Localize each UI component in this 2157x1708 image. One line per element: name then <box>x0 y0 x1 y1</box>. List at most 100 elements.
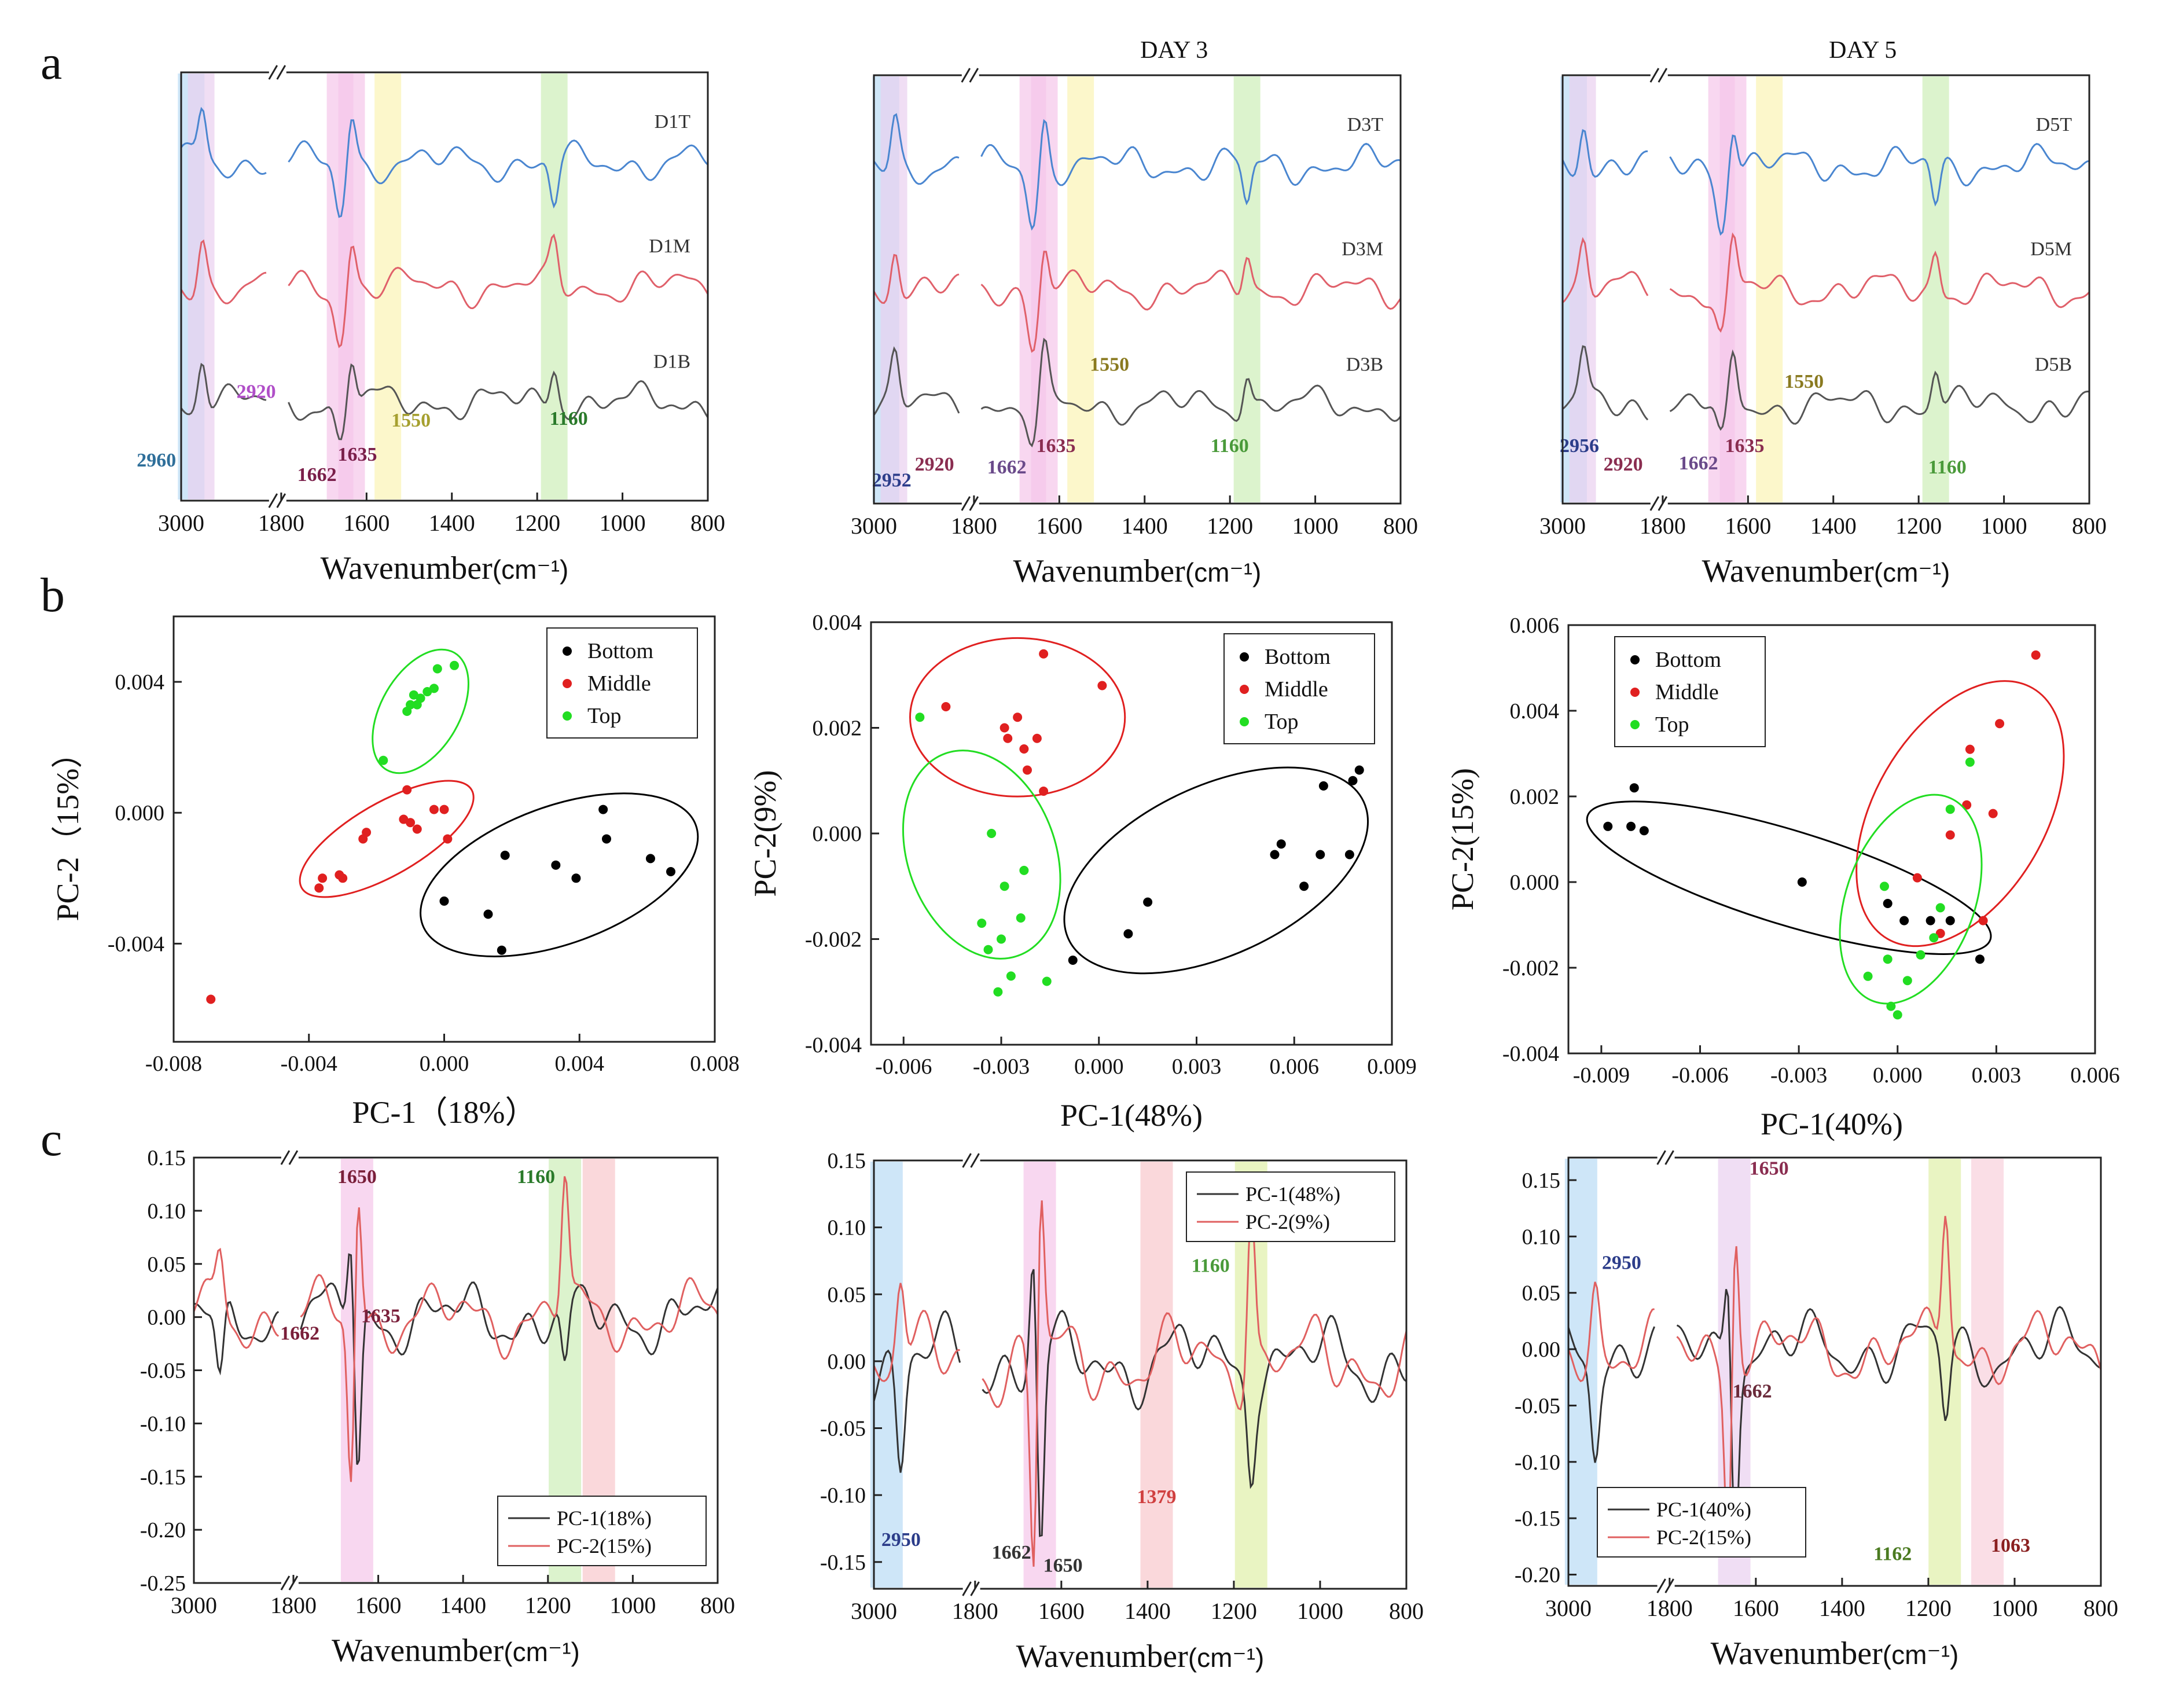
legend-label-c2-0: PC-1(48%) <box>1245 1182 1340 1206</box>
point-Bottom-1 <box>1626 821 1636 831</box>
annotation-c2-1379: 1379 <box>1137 1486 1177 1508</box>
y-tick-label-b1-2: 0.004 <box>115 670 165 695</box>
annotation-c3-1662: 1662 <box>1733 1380 1772 1402</box>
point-Bottom-5 <box>1883 899 1893 908</box>
legend-marker-b3-Middle <box>1630 688 1640 697</box>
point-Top-2 <box>983 945 993 954</box>
y-tick-label-c2-5: -0.10 <box>820 1483 866 1508</box>
series-line-D1B <box>180 362 709 440</box>
legend-label-b1-Top: Top <box>587 704 622 728</box>
point-Top-3 <box>1886 1001 1896 1011</box>
point-Bottom-7 <box>1926 916 1935 925</box>
x-tick-label-b3-1: -0.006 <box>1671 1063 1728 1088</box>
x-tick-label-c1-5: 1000 <box>609 1592 656 1618</box>
x-tick-label-a1-2: 1600 <box>343 510 389 536</box>
x-tick-label-a1-3: 1400 <box>429 510 475 536</box>
y-tick-label-c1-2: 0.05 <box>148 1252 186 1277</box>
point-Middle-6 <box>1032 733 1042 743</box>
point-Middle-4 <box>1019 744 1029 754</box>
point-Middle-2 <box>318 873 328 883</box>
y-tick-label-c1-7: -0.20 <box>140 1518 186 1542</box>
x-tick-label-c3-4: 1200 <box>1905 1595 1952 1621</box>
point-Bottom-5 <box>571 873 581 883</box>
y-tick-label-c3-4: -0.05 <box>1515 1394 1560 1418</box>
series-line-D5T <box>1561 129 2090 236</box>
series-line-PC-2(15%) <box>1567 1215 2102 1548</box>
x-tick-label-a2-6: 800 <box>1383 513 1418 539</box>
c2-break-mark-b-0 <box>970 1153 980 1168</box>
plot-a1-frame <box>180 71 709 502</box>
point-Bottom-4 <box>1276 839 1286 849</box>
y-axis-label-b1: PC-2（15%） <box>50 737 85 921</box>
point-Bottom-8 <box>1344 850 1354 859</box>
c3-break-mark-b-0 <box>1664 1150 1674 1165</box>
legend-box-b3 <box>1614 636 1766 747</box>
series-label-D5T: D5T <box>2036 114 2073 135</box>
point-Bottom-9 <box>666 867 676 876</box>
x-tick-label-a3-0: 3000 <box>1539 513 1586 539</box>
annotation-a2-1635: 1635 <box>1037 435 1076 457</box>
x-tick-label-b1-0: -0.008 <box>145 1052 202 1076</box>
point-Middle-0 <box>941 702 951 711</box>
x-axis-label-b2: PC-1(48%) <box>1060 1098 1203 1133</box>
point-Middle-0 <box>1912 873 1922 883</box>
x-tick-label-a3-2: 1600 <box>1725 513 1771 539</box>
x-tick-label-b3-2: -0.003 <box>1770 1063 1827 1088</box>
point-Middle-7 <box>1039 649 1049 659</box>
point-Top-6 <box>1916 950 1926 960</box>
x-tick-label-b1-2: 0.000 <box>420 1052 469 1076</box>
series-line-D3M <box>873 251 1402 353</box>
point-Bottom-6 <box>598 805 608 814</box>
a3-break-mark-0 <box>1649 68 1660 83</box>
series-line-D3T <box>873 113 1401 231</box>
c1-break-mark-b-0 <box>288 1150 299 1165</box>
annotation-c3-2950: 2950 <box>1602 1252 1641 1273</box>
annotation-c1-1662: 1662 <box>280 1323 319 1345</box>
annotation-c3-1162: 1162 <box>1873 1544 1912 1565</box>
band-a2-1550 <box>1067 76 1094 502</box>
point-Top-1 <box>1880 881 1889 891</box>
x-tick-label-b2-2: 0.000 <box>1074 1055 1124 1079</box>
series-line-D3B <box>873 337 1402 447</box>
x-axis-label-c3: Wavenumber(cm⁻¹) <box>1711 1636 1959 1672</box>
point-Middle-3 <box>1013 712 1023 722</box>
point-Middle-5 <box>1978 916 1988 925</box>
point-Top-5 <box>997 934 1006 944</box>
series-label-D3B: D3B <box>1346 354 1383 376</box>
legend-label-b3-Top: Top <box>1655 712 1689 737</box>
point-Top-7 <box>1929 933 1939 943</box>
point-Bottom-2 <box>1629 783 1639 793</box>
band-a3-1550 <box>1756 76 1783 502</box>
point-Top-0 <box>379 755 388 765</box>
point-Middle-11 <box>429 805 439 814</box>
legend-label-c3-1: PC-2(15%) <box>1656 1526 1751 1549</box>
point-Middle-10 <box>412 824 422 834</box>
point-Bottom-4 <box>551 860 561 870</box>
x-tick-label-c3-5: 1000 <box>1991 1595 2038 1621</box>
point-Top-0 <box>915 712 925 722</box>
point-Middle-1 <box>1935 928 1945 938</box>
point-Middle-6 <box>362 828 372 838</box>
y-tick-label-b3-5: 0.006 <box>1510 614 1560 638</box>
annotation-a1-1662: 1662 <box>297 464 337 486</box>
point-Middle-4 <box>338 873 348 883</box>
point-Bottom-0 <box>439 896 449 906</box>
series-label-D3T: D3T <box>1347 114 1384 135</box>
y-tick-label-c2-6: -0.15 <box>820 1551 866 1575</box>
chart-title-a3: DAY 5 <box>1829 37 1897 64</box>
a2-break-mark-b-0 <box>969 68 979 83</box>
legend-label-c1-1: PC-2(15%) <box>557 1534 652 1558</box>
panel-letter-a: a <box>41 36 63 90</box>
a3-break-mark-b-0 <box>1658 68 1668 83</box>
ellipse-Bottom <box>420 792 699 957</box>
x-tick-label-a1-0: 3000 <box>158 510 204 536</box>
y-tick-label-b1-0: -0.004 <box>108 932 164 956</box>
point-Bottom-8 <box>1945 916 1955 925</box>
x-tick-label-b2-4: 0.006 <box>1270 1055 1320 1079</box>
y-tick-label-c3-7: -0.20 <box>1515 1563 1560 1588</box>
x-tick-label-b1-1: -0.004 <box>281 1052 337 1076</box>
point-Bottom-9 <box>1975 954 1985 964</box>
y-tick-label-c1-4: -0.05 <box>140 1359 186 1383</box>
x-tick-label-c1-1: 1800 <box>270 1592 317 1618</box>
plot-b3-frame <box>1567 624 2096 1055</box>
